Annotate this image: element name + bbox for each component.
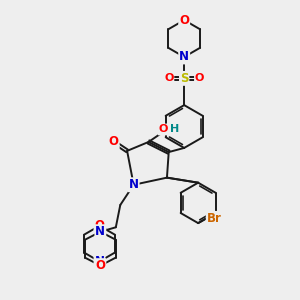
Text: Br: Br [207,212,222,225]
Text: O: O [159,124,168,134]
Text: O: O [109,136,119,148]
Text: N: N [94,255,104,268]
Text: N: N [129,178,139,191]
Text: O: O [94,219,104,232]
Text: O: O [179,14,189,27]
Text: N: N [95,225,105,238]
Text: O: O [95,259,105,272]
Text: N: N [179,50,189,64]
Text: O: O [195,74,204,83]
Text: S: S [180,72,188,85]
Text: O: O [164,74,173,83]
Text: H: H [170,124,179,134]
